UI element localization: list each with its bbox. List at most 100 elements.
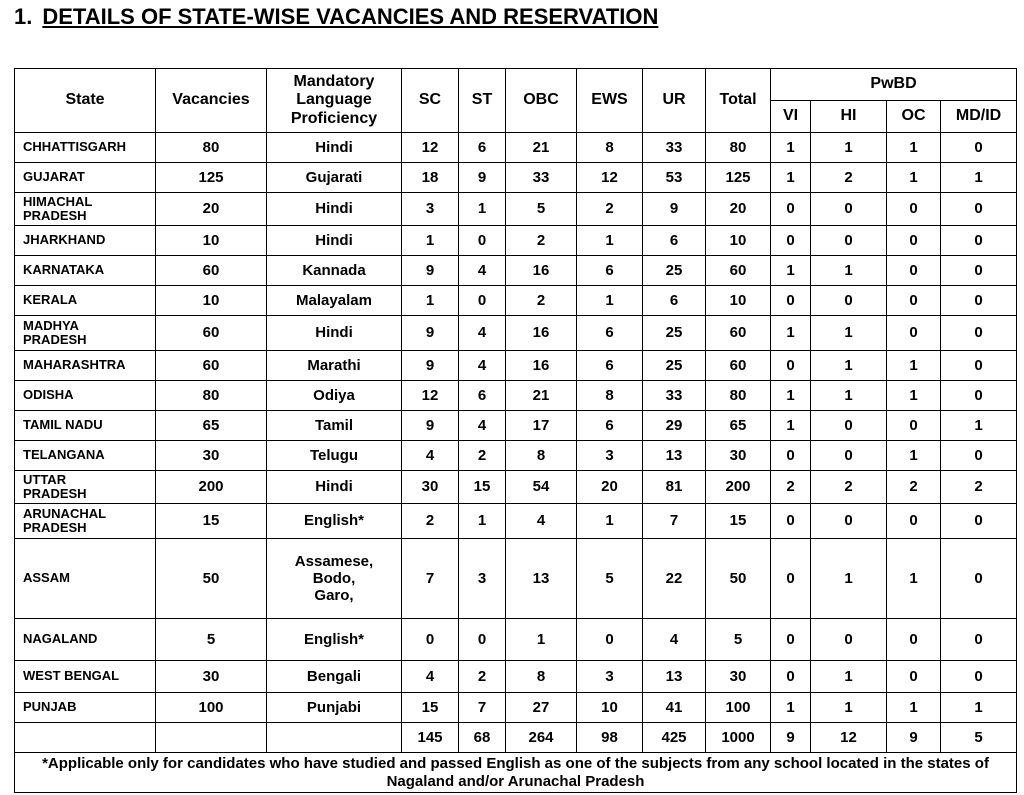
cell: 1 (576, 503, 643, 539)
cell: 0 (886, 225, 941, 256)
cell: Tamil (266, 410, 402, 441)
cell: 54 (505, 470, 577, 504)
cell: 41 (642, 692, 706, 723)
cell: 1 (886, 132, 941, 163)
cell: 10 (705, 285, 771, 316)
cell: 125 (155, 162, 267, 193)
data-row: CHHATTISGARH 80 Hindi 12 6 21 8 33 80 1 1 1 0 (14, 132, 1018, 163)
cell: 2 (458, 660, 506, 693)
column-header: ST (458, 68, 506, 133)
heading-number: 1. (14, 4, 33, 29)
cell: 1 (401, 225, 459, 256)
cell: 30 (155, 440, 267, 471)
cell: 0 (770, 192, 811, 226)
state-cell: CHHATTISGARH (14, 132, 156, 163)
subcolumn-header: VI (770, 100, 811, 133)
cell: 1 (770, 162, 811, 193)
cell: Assamese, Bodo, Garo, (266, 538, 402, 619)
cell: 0 (939, 538, 1018, 619)
cell: 0 (458, 225, 506, 256)
cell: 8 (576, 132, 643, 163)
empty-cell (155, 722, 267, 753)
cell: 2 (939, 470, 1018, 504)
cell: 8 (505, 660, 577, 693)
state-cell: KARNATAKA (14, 255, 156, 286)
cell: 6 (576, 315, 643, 351)
footnote-row: *Applicable only for candidates who have… (13, 752, 1018, 793)
cell: 1 (810, 660, 887, 693)
cell: 0 (886, 660, 941, 693)
state-cell: ARUNACHAL PRADESH (14, 503, 156, 539)
cell: 0 (810, 192, 887, 226)
data-row: ARUNACHAL PRADESH 15 English* 2 1 4 1 7 15 0 0 0 0 (14, 503, 1018, 539)
cell: 30 (155, 660, 267, 693)
cell: 0 (939, 440, 1018, 471)
cell: 0 (810, 503, 887, 539)
cell: English* (266, 503, 402, 539)
state-cell: HIMACHAL PRADESH (14, 192, 156, 226)
cell: English* (266, 618, 402, 661)
cell: 0 (886, 285, 941, 316)
cell: 0 (886, 618, 941, 661)
cell: 2 (458, 440, 506, 471)
subcolumn-header: MD/ID (939, 100, 1018, 133)
cell: 1 (886, 692, 941, 723)
cell: 13 (505, 538, 577, 619)
cell: 125 (705, 162, 771, 193)
data-row: KARNATAKA 60 Kannada 9 4 16 6 25 60 1 1 0 0 (14, 255, 1018, 286)
cell: 15 (458, 470, 506, 504)
cell: 0 (886, 255, 941, 286)
subcolumn-header: HI (810, 100, 887, 133)
cell: 9 (401, 350, 459, 381)
state-cell: ODISHA (14, 380, 156, 411)
cell: 60 (155, 255, 267, 286)
cell: 21 (505, 380, 577, 411)
cell: 0 (576, 618, 643, 661)
cell: 0 (939, 618, 1018, 661)
cell: 6 (576, 410, 643, 441)
cell: 17 (505, 410, 577, 441)
cell: 1 (810, 538, 887, 619)
cell: 22 (642, 538, 706, 619)
cell: Gujarati (266, 162, 402, 193)
cell: 5 (576, 538, 643, 619)
cell: 1 (770, 132, 811, 163)
cell: 27 (505, 692, 577, 723)
data-row: NAGALAND 5 English* 0 0 1 0 4 5 0 0 0 0 (14, 618, 1018, 661)
cell: 16 (505, 255, 577, 286)
cell: 1 (576, 285, 643, 316)
cell: 0 (939, 285, 1018, 316)
cell: 1 (810, 255, 887, 286)
cell: 30 (705, 440, 771, 471)
cell: 7 (642, 503, 706, 539)
cell: 1 (939, 162, 1018, 193)
state-cell: MADHYA PRADESH (14, 315, 156, 351)
cell: 0 (939, 192, 1018, 226)
data-row: PUNJAB 100 Punjabi 15 7 27 10 41 100 1 1 1 1 (14, 692, 1018, 723)
total-cell: 264 (505, 722, 577, 753)
cell: 33 (505, 162, 577, 193)
cell: 1 (810, 380, 887, 411)
cell: 1 (770, 380, 811, 411)
cell: 60 (155, 315, 267, 351)
column-header: EWS (576, 68, 643, 133)
cell: 1 (770, 255, 811, 286)
cell: 1 (886, 350, 941, 381)
cell: 0 (939, 315, 1018, 351)
cell: Bengali (266, 660, 402, 693)
total-cell: 68 (458, 722, 506, 753)
cell: 1 (939, 692, 1018, 723)
cell: 1 (810, 315, 887, 351)
cell: 0 (810, 618, 887, 661)
cell: Telugu (266, 440, 402, 471)
cell: 3 (576, 660, 643, 693)
cell: 0 (810, 410, 887, 441)
cell: 1 (886, 162, 941, 193)
total-cell: 12 (810, 722, 887, 753)
cell: 1 (770, 692, 811, 723)
cell: 100 (705, 692, 771, 723)
cell: 6 (458, 132, 506, 163)
header-row: State Vacancies Mandatory Language Profici… (14, 68, 1018, 133)
cell: 6 (642, 225, 706, 256)
data-row: ASSAM 50 Assamese, Bodo, Garo, 7 3 13 5 22 50 0 1 1… (14, 538, 1018, 619)
